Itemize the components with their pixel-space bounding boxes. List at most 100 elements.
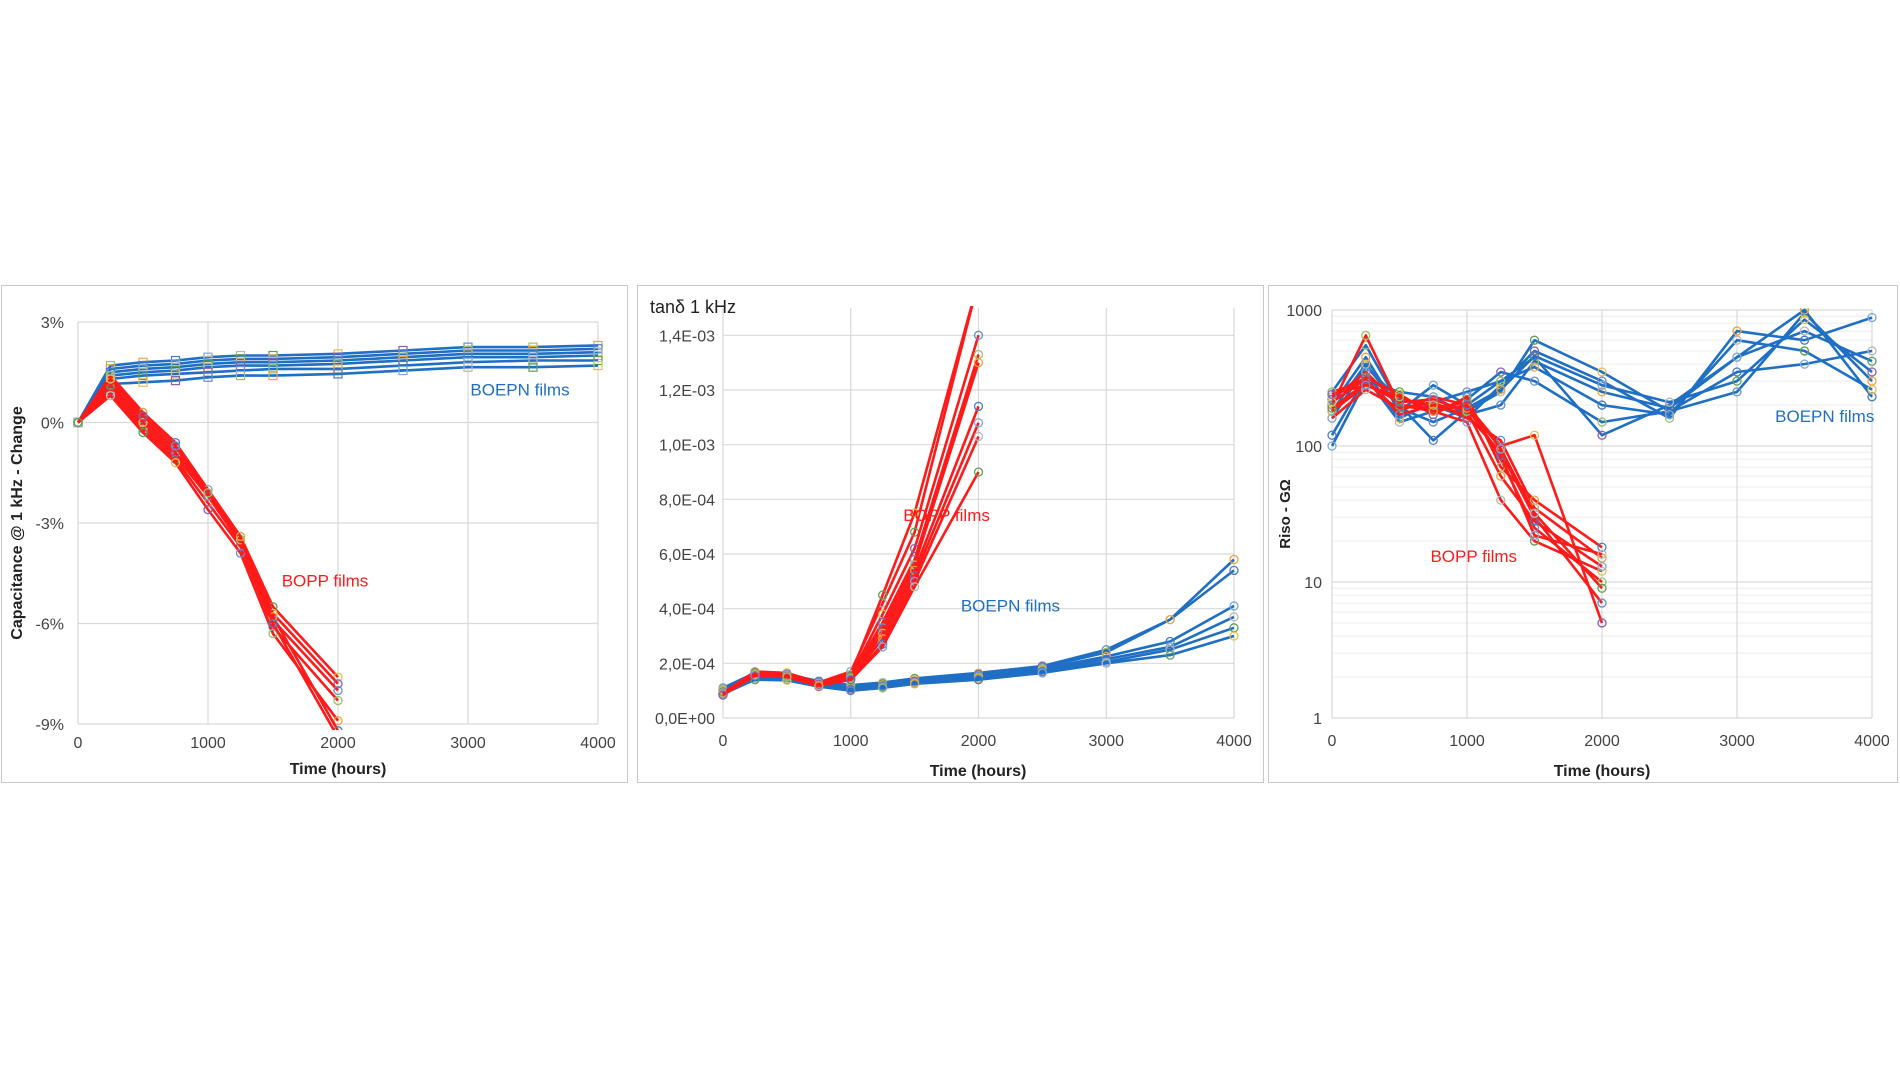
bopp-series-point bbox=[333, 726, 343, 730]
bopp-series-point bbox=[1462, 400, 1472, 410]
boepn-series-point bbox=[1732, 376, 1742, 386]
boepn-series-point bbox=[203, 372, 213, 382]
bopp-series-point bbox=[1394, 403, 1405, 413]
x-axis-label: Time (hours) bbox=[1554, 763, 1651, 780]
bopp-series-point bbox=[1597, 542, 1607, 552]
bopp-series-point bbox=[718, 690, 728, 700]
bopp-series-point bbox=[138, 411, 148, 421]
bopp-series-point bbox=[73, 417, 83, 428]
boepn-series-point bbox=[1327, 441, 1337, 451]
bopp-series-point bbox=[1529, 530, 1540, 541]
boepn-series-point bbox=[1229, 554, 1239, 565]
bopp-series-point bbox=[333, 695, 343, 706]
bopp-series-point bbox=[878, 590, 888, 600]
capacitance-chart: 3% 0% -3% -6% -9% 0 1000 2000 3000 4000 Time (hour… bbox=[9, 315, 616, 778]
bopp-series-point bbox=[1496, 495, 1506, 505]
boepn-series-point bbox=[1664, 410, 1675, 420]
bopp-series-point bbox=[333, 715, 343, 726]
boepn-series-point bbox=[1867, 384, 1877, 395]
chart-panel-riso: 1 10 100 1000 0 1000 2000 3000 4000 Time (hours) R… bbox=[1268, 285, 1898, 783]
boepn-series-point bbox=[1732, 387, 1742, 397]
bopp-series-point bbox=[973, 431, 984, 442]
y-tick-label: 1 bbox=[1313, 711, 1322, 728]
boepn-series-point bbox=[1732, 367, 1742, 377]
boepn-series-point bbox=[593, 360, 603, 371]
bopp-series-line bbox=[1330, 334, 1603, 573]
chart-title: tanδ 1 kHz bbox=[650, 297, 736, 317]
bopp-series-point bbox=[170, 458, 181, 468]
x-axis-label: Time (hours) bbox=[290, 761, 387, 778]
bopp-series-point bbox=[1428, 400, 1438, 410]
bopp-series-line bbox=[77, 394, 340, 722]
boepn-series-point bbox=[268, 364, 278, 374]
y-tick-label: -3% bbox=[36, 516, 64, 533]
boepn-series-point bbox=[1799, 308, 1810, 315]
bopp-series-point bbox=[975, 277, 983, 285]
bopp-series-line bbox=[77, 391, 339, 702]
bopp-series-point bbox=[1361, 330, 1371, 341]
bopp-series-point bbox=[1394, 410, 1405, 420]
annotation-boepn: BOEPN films bbox=[470, 381, 569, 400]
boepn-series-point bbox=[1799, 314, 1810, 325]
boepn-series-point bbox=[1597, 400, 1607, 410]
boepn-series-point bbox=[1799, 326, 1810, 336]
bopp-series-point bbox=[1597, 566, 1607, 576]
boepn-series-point bbox=[528, 362, 538, 372]
x-tick-label: 1000 bbox=[190, 735, 226, 752]
boepn-series-line bbox=[76, 359, 598, 424]
boepn-series-point bbox=[1529, 335, 1540, 345]
bopp-series-point bbox=[878, 642, 888, 652]
bopp-series-point bbox=[1529, 430, 1540, 440]
boepn-series-point bbox=[1597, 367, 1607, 377]
boepn-series-point bbox=[1496, 400, 1506, 410]
x-tick-label: 0 bbox=[74, 735, 83, 752]
bopp-series-point bbox=[235, 531, 246, 542]
boepn-series-line bbox=[76, 344, 599, 424]
boepn-series-line bbox=[76, 354, 599, 424]
x-tick-label: 0 bbox=[1328, 733, 1337, 750]
boepn-series-point bbox=[1799, 346, 1810, 356]
bopp-series-line bbox=[722, 471, 980, 697]
y-tick-label: 1000 bbox=[1286, 303, 1322, 320]
bopp-series-line bbox=[1331, 383, 1603, 590]
boepn-series-point bbox=[1597, 380, 1607, 390]
bopp-series-line bbox=[76, 374, 339, 678]
boepn-series-point bbox=[1664, 397, 1675, 407]
bopp-series-point bbox=[1529, 508, 1540, 518]
x-tick-label: 2000 bbox=[320, 735, 356, 752]
boepn-series-point bbox=[333, 369, 343, 379]
bopp-series-point bbox=[1394, 392, 1405, 402]
bopp-series-point bbox=[1529, 536, 1540, 546]
bopp-series-point bbox=[782, 672, 792, 682]
boepn-series-point bbox=[1037, 668, 1048, 678]
boepn-series-point bbox=[1529, 376, 1540, 386]
boepn-series-point bbox=[1597, 417, 1607, 427]
bopp-series-point bbox=[973, 401, 984, 412]
y-tick-label: 6,0E-04 bbox=[659, 547, 715, 564]
y-tick-label: 1,4E-03 bbox=[659, 328, 715, 345]
boepn-series-point bbox=[1496, 367, 1506, 377]
bopp-series-point bbox=[105, 391, 116, 401]
bopp-series-point bbox=[1496, 471, 1506, 481]
boepn-series-point bbox=[138, 370, 148, 381]
x-tick-label: 4000 bbox=[1854, 733, 1890, 750]
x-tick-label: 3000 bbox=[450, 735, 486, 752]
y-tick-label: 1,2E-03 bbox=[659, 383, 715, 400]
x-tick-label: 2000 bbox=[1584, 733, 1620, 750]
bopp-series-point bbox=[1361, 374, 1371, 384]
boepn-series-point bbox=[1597, 387, 1607, 397]
bopp-series-point bbox=[138, 427, 148, 438]
bopp-series-point bbox=[1597, 598, 1607, 608]
boepn-series-point bbox=[235, 370, 246, 381]
bopp-series-point bbox=[1327, 413, 1337, 423]
boepn-series-point bbox=[528, 355, 538, 366]
boepn-series-point bbox=[1428, 380, 1438, 390]
y-axis-label: Riso - GΩ bbox=[1277, 479, 1294, 549]
boepn-series-point bbox=[1361, 352, 1371, 362]
bopp-series-point bbox=[268, 618, 278, 629]
boepn-series-point bbox=[1799, 359, 1810, 369]
bopp-series-point bbox=[909, 582, 920, 592]
boepn-series-point bbox=[846, 686, 856, 696]
boepn-series-point bbox=[1529, 351, 1540, 361]
boepn-series-point bbox=[1496, 384, 1506, 395]
